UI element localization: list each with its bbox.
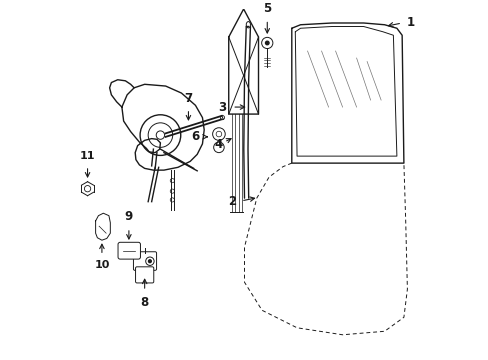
Text: 6: 6 [191, 130, 199, 143]
FancyBboxPatch shape [133, 252, 156, 270]
FancyBboxPatch shape [118, 242, 140, 259]
FancyBboxPatch shape [135, 267, 153, 283]
Text: 9: 9 [124, 210, 133, 224]
Text: 7: 7 [184, 92, 192, 105]
Circle shape [265, 41, 268, 45]
Text: 2: 2 [228, 195, 236, 208]
Ellipse shape [246, 22, 250, 28]
Text: 3: 3 [218, 100, 226, 113]
Text: 5: 5 [263, 2, 271, 15]
Circle shape [148, 260, 151, 262]
Text: 1: 1 [406, 16, 414, 29]
Text: 10: 10 [94, 260, 109, 270]
Text: 8: 8 [140, 296, 148, 309]
Text: 11: 11 [80, 151, 95, 161]
Text: 4: 4 [214, 138, 222, 152]
